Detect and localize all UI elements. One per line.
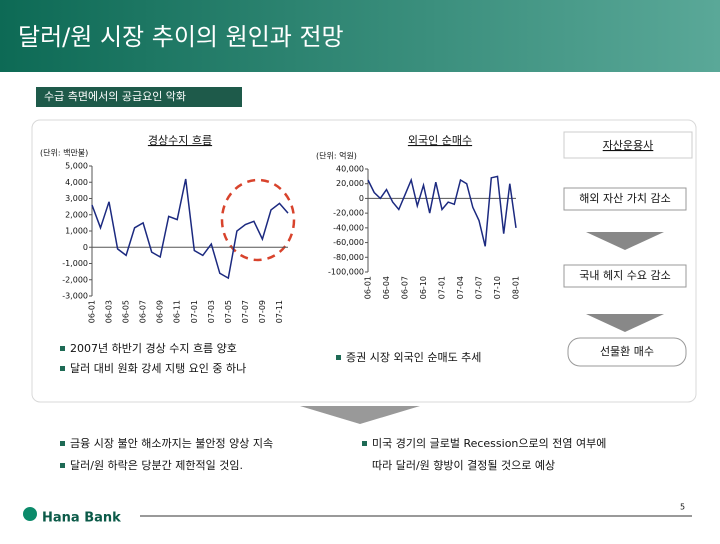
x-tick-label: 06-07 bbox=[139, 300, 148, 323]
bullet bbox=[60, 346, 65, 351]
x-tick-label: 06-07 bbox=[401, 276, 410, 299]
x-tick-label: 07-07 bbox=[241, 300, 250, 323]
chart-title: 외국인 순매수 bbox=[408, 134, 472, 147]
x-tick-label: 06-11 bbox=[173, 300, 182, 323]
unit-label: (단위: 백만불) bbox=[40, 148, 88, 158]
chart-title: 경상수지 흐름 bbox=[148, 134, 212, 147]
x-tick-label: 07-09 bbox=[258, 300, 267, 323]
conclusion: 따라 달러/원 향방이 결정될 것으로 예상 bbox=[372, 458, 555, 472]
bullet bbox=[362, 441, 367, 446]
x-tick-label: 07-01 bbox=[190, 300, 199, 323]
y-tick-label: -3,000 bbox=[62, 292, 88, 301]
y-tick-label: -100,000 bbox=[328, 268, 364, 277]
bullet bbox=[336, 355, 341, 360]
highlight-circle bbox=[220, 178, 296, 262]
flow-title: 자산운용사 bbox=[603, 139, 654, 152]
x-tick-label: 07-10 bbox=[493, 276, 502, 299]
y-tick-label: 3,000 bbox=[65, 194, 88, 203]
flow-step-box bbox=[563, 187, 687, 211]
conclusion: 금융 시장 불안 해소까지는 불안정 양상 지속 bbox=[70, 436, 273, 450]
y-tick-label: -80,000 bbox=[333, 253, 364, 262]
y-tick-label: 4,000 bbox=[65, 178, 88, 187]
flow-title-box bbox=[563, 131, 693, 159]
logo-mark bbox=[23, 507, 37, 521]
flow-step-box bbox=[567, 337, 687, 367]
unit-label: (단위: 억원) bbox=[316, 151, 357, 161]
note: 달러 대비 원화 강세 지탱 요인 중 하나 bbox=[70, 361, 246, 375]
note: 증권 시장 외국인 순매도 추세 bbox=[346, 351, 481, 364]
bullet bbox=[60, 441, 65, 446]
y-tick-label: 1,000 bbox=[65, 227, 88, 236]
x-tick-label: 06-10 bbox=[419, 276, 428, 299]
note: 2007년 하반기 경상 수지 흐름 양호 bbox=[70, 341, 237, 355]
y-tick-label: 2,000 bbox=[65, 210, 88, 219]
y-tick-label: 0 bbox=[83, 243, 88, 252]
y-tick-label: 40,000 bbox=[336, 165, 364, 174]
x-tick-label: 07-04 bbox=[456, 276, 465, 299]
flow-arrow bbox=[586, 232, 664, 250]
data-line bbox=[91, 178, 289, 280]
bullet bbox=[60, 366, 65, 371]
subtitle-box bbox=[36, 87, 242, 107]
content-box bbox=[31, 119, 697, 403]
slide-title: 달러/원 시장 추이의 원인과 전망 bbox=[18, 23, 344, 51]
y-tick-label: 5,000 bbox=[65, 162, 88, 171]
page-number: 5 bbox=[680, 503, 685, 512]
y-tick-label: 20,000 bbox=[336, 179, 364, 188]
y-tick-label: -1,000 bbox=[62, 259, 88, 268]
y-tick-label: 0 bbox=[359, 194, 364, 203]
x-tick-label: 06-01 bbox=[88, 300, 97, 323]
conclusion: 달러/원 하락은 당분간 제한적일 것임. bbox=[70, 458, 243, 472]
conclusion: 미국 경기의 글로벌 Recession으로의 전염 여부에 bbox=[372, 437, 606, 450]
subtitle: 수급 측면에서의 공급요인 악화 bbox=[44, 90, 186, 103]
flow-step: 해외 자산 가치 감소 bbox=[579, 191, 670, 205]
y-tick-label: -2,000 bbox=[62, 275, 88, 284]
flow-step: 선물환 매수 bbox=[600, 345, 654, 358]
flow-arrow bbox=[586, 314, 664, 332]
flow-step: 국내 헤지 수요 감소 bbox=[579, 269, 670, 282]
data-line bbox=[367, 175, 517, 247]
x-tick-label: 07-01 bbox=[438, 276, 447, 299]
header-bar bbox=[0, 0, 720, 72]
flow-step-box bbox=[563, 264, 687, 288]
y-tick-label: -20,000 bbox=[333, 209, 364, 218]
x-tick-label: 06-09 bbox=[156, 300, 165, 323]
x-tick-label: 07-07 bbox=[475, 276, 484, 299]
y-tick-label: -60,000 bbox=[333, 238, 364, 247]
y-tick-label: -40,000 bbox=[333, 223, 364, 232]
x-tick-label: 06-03 bbox=[105, 300, 114, 323]
x-tick-label: 07-11 bbox=[275, 300, 284, 323]
logo-text: Hana Bank bbox=[42, 511, 121, 526]
bullet bbox=[60, 463, 65, 468]
x-tick-label: 07-03 bbox=[207, 300, 216, 323]
x-tick-label: 06-05 bbox=[122, 300, 131, 323]
x-tick-label: 06-04 bbox=[382, 276, 391, 299]
conclusion-arrow bbox=[300, 406, 420, 424]
x-tick-label: 08-01 bbox=[512, 276, 521, 299]
x-tick-label: 07-05 bbox=[224, 300, 233, 323]
x-tick-label: 06-01 bbox=[364, 276, 373, 299]
